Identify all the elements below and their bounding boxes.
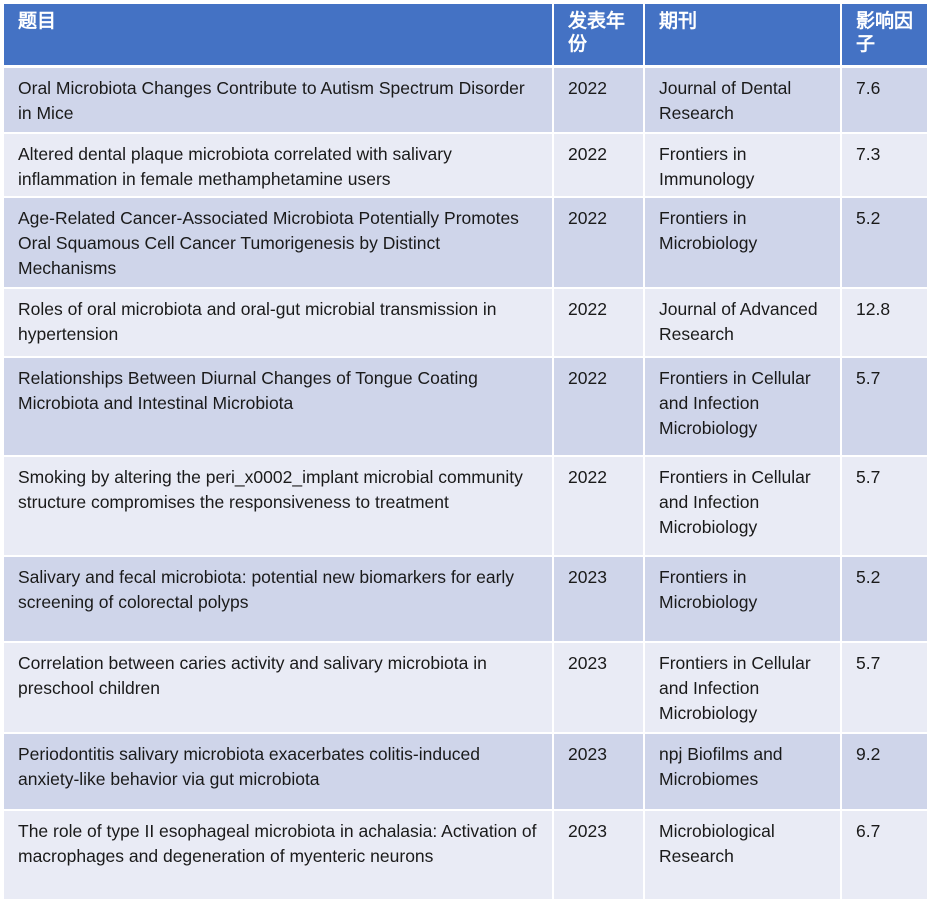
cell-year: 2022: [552, 132, 645, 198]
table-header: 题目 发表年份 期刊 影响因子: [2, 2, 929, 68]
cell-year: 2022: [552, 455, 645, 557]
header-journal: 期刊: [643, 2, 842, 68]
cell-year: 2022: [552, 287, 645, 358]
cell-title: Correlation between caries activity and …: [2, 641, 554, 734]
table-row: Periodontitis salivary microbiota exacer…: [2, 732, 929, 811]
table-row: Relationships Between Diurnal Changes of…: [2, 356, 929, 457]
cell-journal: Frontiers in Cellular and Infection Micr…: [643, 455, 842, 557]
cell-impact-factor: 5.2: [840, 555, 929, 643]
table-row: Altered dental plaque microbiota correla…: [2, 132, 929, 198]
cell-title: Roles of oral microbiota and oral-gut mi…: [2, 287, 554, 358]
cell-title: Age-Related Cancer-Associated Microbiota…: [2, 196, 554, 289]
cell-journal: Frontiers in Cellular and Infection Micr…: [643, 641, 842, 734]
header-year: 发表年份: [552, 2, 645, 68]
cell-impact-factor: 7.3: [840, 132, 929, 198]
cell-journal: Frontiers in Cellular and Infection Micr…: [643, 356, 842, 457]
table-row: Correlation between caries activity and …: [2, 641, 929, 734]
table-row: Oral Microbiota Changes Contribute to Au…: [2, 65, 929, 134]
cell-journal: Microbiological Research: [643, 809, 842, 901]
table-body: Oral Microbiota Changes Contribute to Au…: [2, 65, 929, 901]
table-row: Age-Related Cancer-Associated Microbiota…: [2, 196, 929, 289]
cell-journal: Frontiers in Microbiology: [643, 555, 842, 643]
cell-year: 2022: [552, 196, 645, 289]
table-row: Smoking by altering the peri_x0002_impla…: [2, 455, 929, 557]
cell-journal: npj Biofilms and Microbiomes: [643, 732, 842, 811]
cell-title: Relationships Between Diurnal Changes of…: [2, 356, 554, 457]
cell-year: 2023: [552, 732, 645, 811]
table-row: Roles of oral microbiota and oral-gut mi…: [2, 287, 929, 358]
cell-journal: Journal of Advanced Research: [643, 287, 842, 358]
cell-impact-factor: 5.2: [840, 196, 929, 289]
cell-title: Salivary and fecal microbiota: potential…: [2, 555, 554, 643]
cell-title: Altered dental plaque microbiota correla…: [2, 132, 554, 198]
header-title: 题目: [2, 2, 554, 68]
cell-year: 2023: [552, 641, 645, 734]
cell-year: 2023: [552, 809, 645, 901]
cell-impact-factor: 5.7: [840, 455, 929, 557]
cell-impact-factor: 9.2: [840, 732, 929, 811]
table-row: Salivary and fecal microbiota: potential…: [2, 555, 929, 643]
header-row: 题目 发表年份 期刊 影响因子: [2, 2, 929, 68]
cell-title: Smoking by altering the peri_x0002_impla…: [2, 455, 554, 557]
cell-title: Oral Microbiota Changes Contribute to Au…: [2, 65, 554, 134]
cell-title: The role of type II esophageal microbiot…: [2, 809, 554, 901]
cell-impact-factor: 5.7: [840, 356, 929, 457]
cell-journal: Frontiers in Immunology: [643, 132, 842, 198]
cell-year: 2022: [552, 356, 645, 457]
cell-impact-factor: 7.6: [840, 65, 929, 134]
cell-journal: Journal of Dental Research: [643, 65, 842, 134]
cell-title: Periodontitis salivary microbiota exacer…: [2, 732, 554, 811]
cell-year: 2023: [552, 555, 645, 643]
cell-journal: Frontiers in Microbiology: [643, 196, 842, 289]
cell-impact-factor: 5.7: [840, 641, 929, 734]
header-impact-factor: 影响因子: [840, 2, 929, 68]
table-row: The role of type II esophageal microbiot…: [2, 809, 929, 901]
cell-year: 2022: [552, 65, 645, 134]
cell-impact-factor: 12.8: [840, 287, 929, 358]
cell-impact-factor: 6.7: [840, 809, 929, 901]
